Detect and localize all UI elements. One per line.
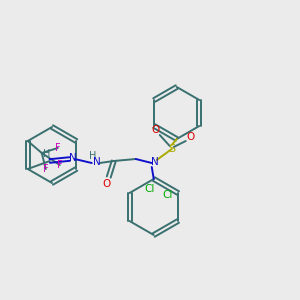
Text: O: O: [187, 132, 195, 142]
Text: N: N: [93, 157, 100, 167]
Text: S: S: [168, 144, 175, 154]
Text: Cl: Cl: [163, 190, 173, 200]
Text: F: F: [55, 143, 61, 153]
Text: N: N: [151, 157, 159, 167]
Text: H: H: [43, 149, 50, 159]
Text: H: H: [89, 151, 96, 161]
Text: Cl: Cl: [145, 184, 155, 194]
Text: O: O: [152, 125, 160, 135]
Text: O: O: [103, 179, 111, 189]
Text: F: F: [43, 164, 49, 174]
Text: F: F: [57, 160, 63, 170]
Text: N: N: [69, 153, 76, 163]
